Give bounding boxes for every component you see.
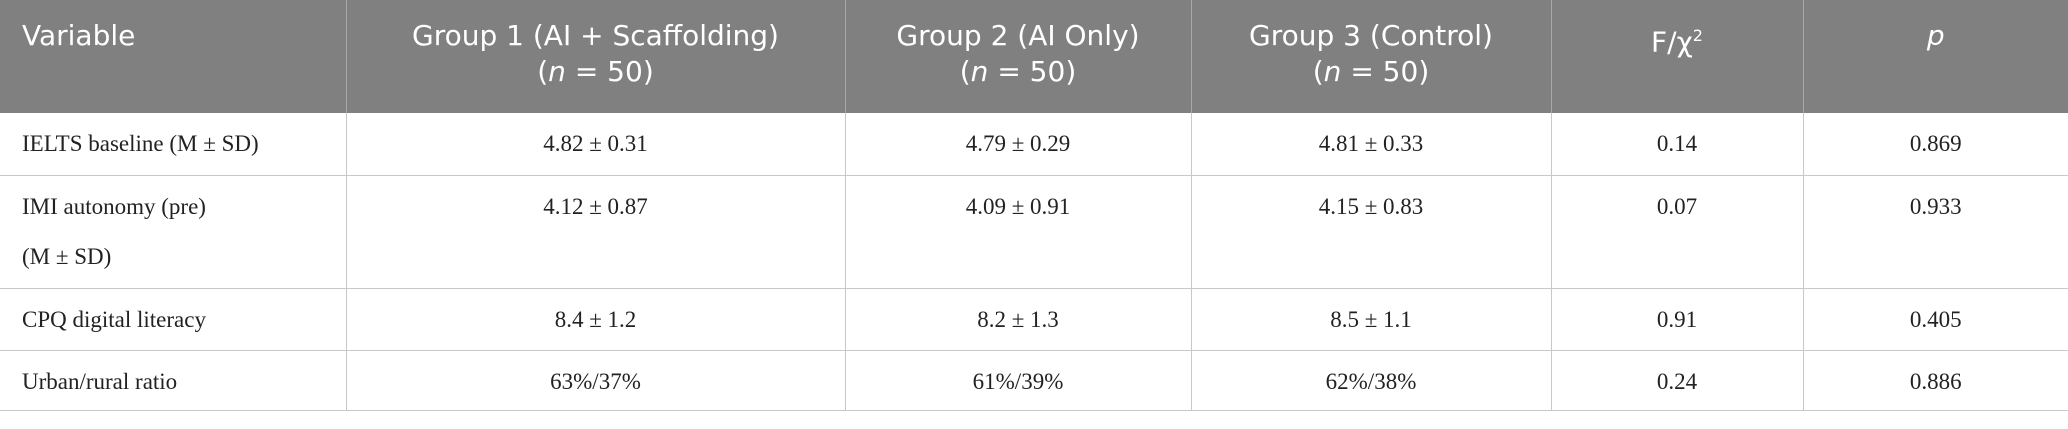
table-row: CPQ digital literacy 8.4 ± 1.2 8.2 ± 1.3 8.… xyxy=(0,288,2068,351)
cell: 4.82 ± 0.31 xyxy=(346,113,846,176)
cell: 0.886 xyxy=(1803,350,2068,411)
cell: 4.09 ± 0.91 xyxy=(845,175,1192,289)
n-value: = 50) xyxy=(1341,55,1430,88)
n-symbol: n xyxy=(970,55,989,88)
table-body: IELTS baseline (M ± SD) 4.82 ± 0.31 4.79 ±… xyxy=(0,113,2068,411)
header-text: Group 2 (AI Only) xyxy=(896,19,1140,52)
cell: 0.933 xyxy=(1803,175,2068,289)
header-cell: Variable xyxy=(0,0,347,113)
header-row: Variable Group 1 (AI + Scaffolding) (n = 5… xyxy=(0,0,2068,113)
cell: 62%/38% xyxy=(1191,350,1552,411)
cell: 0.14 xyxy=(1551,113,1804,176)
header-text: F/χ xyxy=(1651,25,1693,59)
cell-text: 0.405 xyxy=(1909,306,1962,332)
n-value: = 50) xyxy=(565,55,654,88)
table-row: IMI autonomy (pre) (M ± SD) 4.12 ± 0.87 4.0… xyxy=(0,175,2068,289)
cell-text: 4.15 ± 0.83 xyxy=(1318,193,1424,219)
label-line: IELTS baseline (M ± SD) xyxy=(22,131,259,156)
cell: 63%/37% xyxy=(346,350,846,411)
cell-text: 4.81 ± 0.33 xyxy=(1318,131,1424,156)
paren: ( xyxy=(1312,55,1324,88)
cell-text: 4.09 ± 0.91 xyxy=(965,193,1071,219)
cell: 8.5 ± 1.1 xyxy=(1191,288,1552,351)
header-text: p xyxy=(1926,19,1945,52)
cell: 8.4 ± 1.2 xyxy=(346,288,846,351)
cell: 0.869 xyxy=(1803,113,2068,176)
cell: 4.15 ± 0.83 xyxy=(1191,175,1552,289)
row-label: IMI autonomy (pre) (M ± SD) xyxy=(0,175,347,289)
n-symbol: n xyxy=(1323,55,1342,88)
header-cell: Group 1 (AI + Scaffolding) (n = 50) xyxy=(346,0,846,113)
cell-text: 0.91 xyxy=(1656,306,1698,332)
label-line: Urban/rural ratio xyxy=(22,368,178,394)
header-text: Variable xyxy=(22,19,136,52)
cell-text: 4.12 ± 0.87 xyxy=(543,193,648,219)
cell-text: 0.869 xyxy=(1909,131,1962,156)
cell: 4.79 ± 0.29 xyxy=(845,113,1192,176)
cell-text: 0.933 xyxy=(1909,193,1962,219)
table-row: IELTS baseline (M ± SD) 4.82 ± 0.31 4.79 ±… xyxy=(0,113,2068,176)
cell-text: 0.14 xyxy=(1656,131,1698,156)
label-line: CPQ digital literacy xyxy=(22,306,206,332)
header-subtext: (n = 50) xyxy=(1202,54,1541,90)
cell-text: 62%/38% xyxy=(1325,368,1417,394)
n-symbol: n xyxy=(548,55,566,88)
cell: 0.91 xyxy=(1551,288,1804,351)
row-label: CPQ digital literacy xyxy=(0,288,347,351)
cell: 0.405 xyxy=(1803,288,2068,351)
cell-text: 0.886 xyxy=(1909,368,1962,394)
header-cell: F/χ2 xyxy=(1551,0,1804,113)
paren: ( xyxy=(537,55,549,88)
header-cell: Group 2 (AI Only) (n = 50) xyxy=(845,0,1192,113)
cell-text: 0.24 xyxy=(1656,368,1698,394)
cell-text: 8.5 ± 1.1 xyxy=(1330,306,1412,332)
row-label: Urban/rural ratio xyxy=(0,350,347,411)
cell-text: 4.82 ± 0.31 xyxy=(543,131,648,156)
cell: 8.2 ± 1.3 xyxy=(845,288,1192,351)
header-cell: p xyxy=(1803,0,2068,113)
cell-text: 8.4 ± 1.2 xyxy=(554,306,637,332)
n-value: = 50) xyxy=(988,55,1077,88)
data-table: Variable Group 1 (AI + Scaffolding) (n = 5… xyxy=(0,0,2068,411)
cell: 61%/39% xyxy=(845,350,1192,411)
row-label: IELTS baseline (M ± SD) xyxy=(0,113,347,176)
cell-text: 61%/39% xyxy=(972,368,1064,394)
label-line: IMI autonomy (pre) xyxy=(22,193,206,219)
cell-text: 0.07 xyxy=(1656,193,1698,219)
cell-text: 63%/37% xyxy=(550,368,641,394)
header-cell: Group 3 (Control) (n = 50) xyxy=(1191,0,1552,113)
superscript: 2 xyxy=(1692,26,1703,45)
cell: 0.24 xyxy=(1551,350,1804,411)
cell-text: 8.2 ± 1.3 xyxy=(977,306,1059,332)
cell: 4.81 ± 0.33 xyxy=(1191,113,1552,176)
cell-text: 4.79 ± 0.29 xyxy=(965,131,1071,156)
header-text: Group 3 (Control) xyxy=(1249,19,1493,52)
label-line: (M ± SD) xyxy=(22,243,112,269)
header-subtext: (n = 50) xyxy=(357,54,835,90)
header-text: Group 1 (AI + Scaffolding) xyxy=(412,19,779,52)
cell: 4.12 ± 0.87 xyxy=(346,175,846,289)
header-subtext: (n = 50) xyxy=(856,54,1181,90)
table-row: Urban/rural ratio 63%/37% 61%/39% 62%/38% 0.… xyxy=(0,350,2068,411)
cell: 0.07 xyxy=(1551,175,1804,289)
paren: ( xyxy=(959,55,971,88)
